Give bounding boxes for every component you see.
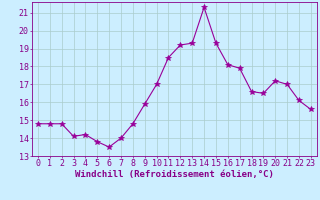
- X-axis label: Windchill (Refroidissement éolien,°C): Windchill (Refroidissement éolien,°C): [75, 170, 274, 179]
